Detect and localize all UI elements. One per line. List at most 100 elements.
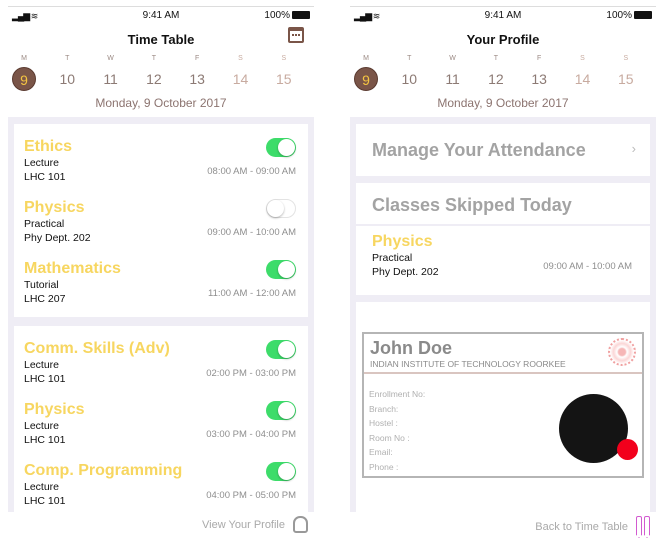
phone-field: Phone : xyxy=(369,461,399,472)
day-11[interactable]: W 11 xyxy=(96,55,126,91)
divider xyxy=(8,6,314,7)
status-bar: ▂▄▆ ≋ 9:41 AM 100% xyxy=(8,10,314,22)
class-item: Comp. Programming Lecture LHC 101 04:00 PM … xyxy=(24,462,296,520)
day-number: 13 xyxy=(189,71,205,87)
weekday-letter: T xyxy=(65,55,70,62)
battery: 100% xyxy=(606,10,652,21)
divider xyxy=(364,372,642,374)
day-number: 12 xyxy=(146,71,162,87)
weekday-letter: M xyxy=(21,55,27,62)
weekday-letter: S xyxy=(238,55,243,62)
battery-icon xyxy=(634,11,652,19)
view-profile-button[interactable]: View Your Profile xyxy=(202,516,308,533)
day-10[interactable]: T 10 xyxy=(52,55,82,91)
attendance-toggle[interactable] xyxy=(266,401,296,420)
class-type: Lecture xyxy=(24,157,60,169)
day-15[interactable]: S 15 xyxy=(611,55,641,91)
status-time: 9:41 AM xyxy=(484,10,522,21)
manage-attendance-label: Manage Your Attendance xyxy=(372,140,586,160)
class-time: 02:00 PM - 03:00 PM xyxy=(206,368,296,379)
day-11[interactable]: W 11 xyxy=(438,55,468,91)
day-number: 11 xyxy=(103,71,118,87)
page-title: Time Table xyxy=(127,32,195,47)
class-item: Mathematics Tutorial LHC 207 11:00 AM - 12:… xyxy=(24,260,296,318)
attendance-toggle[interactable] xyxy=(266,199,296,218)
branch-field: Branch: xyxy=(369,403,399,414)
day-13[interactable]: F 13 xyxy=(524,55,554,91)
class-room: LHC 101 xyxy=(24,171,66,183)
subject-name: Physics xyxy=(24,199,85,216)
day-number: 10 xyxy=(401,71,418,87)
attendance-toggle[interactable] xyxy=(266,260,296,279)
profile-content: Manage Your Attendance › Classes Skipped… xyxy=(350,117,656,512)
weekday-letter: T xyxy=(151,55,157,62)
view-profile-label: View Your Profile xyxy=(202,518,285,531)
class-type: Practical xyxy=(372,252,413,264)
battery-percent: 100% xyxy=(264,10,290,21)
class-type: Lecture xyxy=(24,481,60,493)
subject-name: Comp. Programming xyxy=(24,462,183,479)
institute-seal-icon xyxy=(608,338,636,366)
class-time: 09:00 AM - 10:00 AM xyxy=(207,227,296,238)
skipped-title: Classes Skipped Today xyxy=(372,195,572,215)
manage-attendance-button[interactable]: Manage Your Attendance › xyxy=(356,124,650,176)
battery: 100% xyxy=(264,10,310,21)
day-number: 9 xyxy=(354,67,378,91)
class-type: Lecture xyxy=(24,420,60,432)
class-card: Ethics Lecture LHC 101 08:00 AM - 09:00 AM P… xyxy=(14,124,308,317)
class-room: LHC 101 xyxy=(24,434,66,446)
status-bar: ▂▄▆ ≋ 9:41 AM 100% xyxy=(350,10,656,22)
class-room: Phy Dept. 202 xyxy=(24,232,91,244)
day-12[interactable]: T 12 xyxy=(481,55,511,91)
weekday-letter: M xyxy=(363,55,369,62)
divider xyxy=(350,6,656,7)
day-14[interactable]: S 14 xyxy=(568,55,598,91)
day-number: 14 xyxy=(574,71,591,87)
chevron-right-icon: › xyxy=(631,141,636,156)
subject-name: Physics xyxy=(24,401,85,418)
selected-date: Monday, 9 October 2017 xyxy=(95,96,227,110)
attendance-toggle[interactable] xyxy=(266,462,296,481)
class-item: Physics Lecture LHC 101 03:00 PM - 04:00 PM xyxy=(24,401,296,459)
day-13[interactable]: F 13 xyxy=(182,55,212,91)
room-field: Room No : xyxy=(369,432,410,443)
calendar-icon[interactable] xyxy=(288,27,304,43)
weekday-letter: S xyxy=(623,55,629,62)
profile-screen: ▂▄▆ ≋ 9:41 AM 100% Your Profile M 9 T 10 W 11… xyxy=(350,0,656,545)
attendance-toggle[interactable] xyxy=(266,340,296,359)
weekday-letter: T xyxy=(493,55,499,62)
profile-photo[interactable] xyxy=(559,394,628,463)
week-strip: M 9 T 10 W 11 T 12 F 13 S 14 S 15 xyxy=(8,55,314,95)
id-card-container: John Doe INDIAN INSTITUTE OF TECHNOLOGY … xyxy=(356,302,650,512)
subject-name: Physics xyxy=(372,233,433,250)
signal-wifi-icon: ▂▄▆ ≋ xyxy=(354,11,380,21)
back-label: Back to Time Table xyxy=(535,521,628,533)
back-to-timetable-button[interactable]: Back to Time Table xyxy=(535,516,650,538)
skipped-class: Physics Practical Phy Dept. 202 09:00 AM… xyxy=(372,233,632,291)
class-room: Phy Dept. 202 xyxy=(372,266,439,278)
signal-wifi-icon: ▂▄▆ ≋ xyxy=(12,11,38,21)
status-dot-icon xyxy=(617,439,638,460)
week-strip: M 9 T 10 W 11 T 12 F 13 S 14 S 15 xyxy=(350,55,656,95)
day-12[interactable]: T 12 xyxy=(139,55,169,91)
schedule-list: Ethics Lecture LHC 101 08:00 AM - 09:00 AM P… xyxy=(8,117,314,512)
weekday-letter: S xyxy=(580,55,585,62)
class-time: 03:00 PM - 04:00 PM xyxy=(206,429,296,440)
day-14[interactable]: S 14 xyxy=(226,55,256,91)
battery-percent: 100% xyxy=(606,10,632,21)
day-15[interactable]: S 15 xyxy=(269,55,299,91)
class-type: Practical xyxy=(24,218,65,230)
skipped-classes-card: Classes Skipped Today Physics Practical … xyxy=(356,183,650,295)
class-card: Comm. Skills (Adv) Lecture LHC 101 02:00 PM… xyxy=(14,326,308,512)
class-room: LHC 101 xyxy=(24,495,66,507)
day-number: 11 xyxy=(445,71,460,87)
day-10[interactable]: T 10 xyxy=(394,55,424,91)
institute-name: INDIAN INSTITUTE OF TECHNOLOGY ROORKEE xyxy=(370,359,566,369)
class-item: Comm. Skills (Adv) Lecture LHC 101 02:00 PM… xyxy=(24,340,296,398)
class-type: Tutorial xyxy=(24,279,59,291)
attendance-toggle[interactable] xyxy=(266,138,296,157)
class-time: 09:00 AM - 10:00 AM xyxy=(543,261,632,272)
time-table-screen: ▂▄▆ ≋ 9:41 AM 100% Time Table M 9 T 10 W 11 T 1… xyxy=(8,0,314,545)
